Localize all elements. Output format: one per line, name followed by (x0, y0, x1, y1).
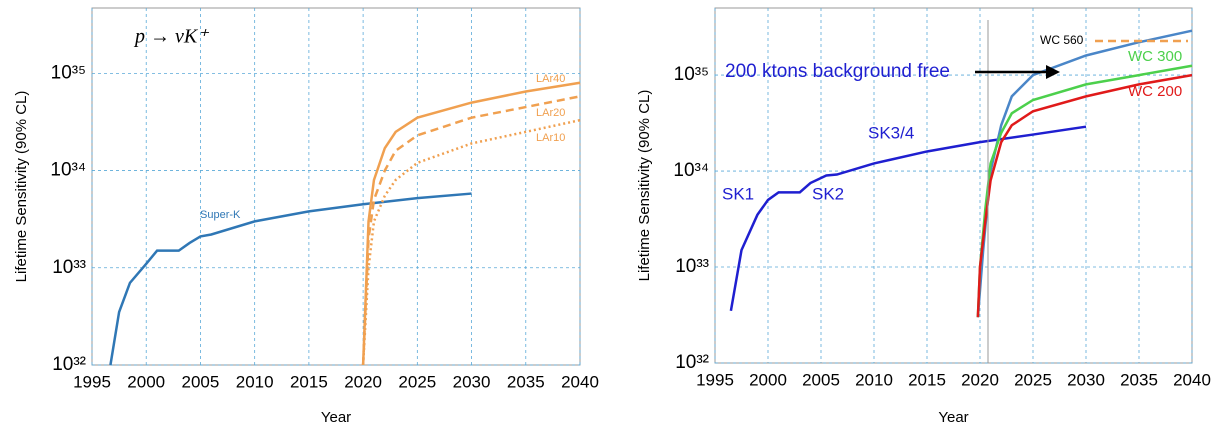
series-line (361, 81, 581, 366)
y-axis-label: Lifetime Sensitivity (90% CL) (636, 90, 653, 282)
x-tick-label: 2030 (1067, 370, 1105, 389)
series-label: LAr10 (536, 132, 565, 144)
y-tick-label: 10³² (675, 352, 709, 373)
x-tick-label: 1995 (73, 372, 111, 391)
annotation: SK2 (812, 184, 844, 203)
x-tick-label: 1995 (696, 370, 734, 389)
x-axis-label: Year (938, 409, 968, 426)
x-tick-label: 2030 (453, 372, 491, 391)
y-axis-label: Lifetime Sensitivity (90% CL) (13, 91, 30, 283)
y-tick-label: 10³⁴ (673, 160, 709, 181)
arrow-head (1046, 65, 1060, 79)
x-tick-label: 2025 (1014, 370, 1052, 389)
annotation: 200 ktons background free (725, 61, 950, 82)
x-tick-label: 2005 (182, 372, 220, 391)
annotation: SK3/4 (868, 123, 914, 142)
plot-frame (91, 7, 581, 366)
annotation: SK1 (722, 184, 754, 203)
x-tick-label: 2015 (290, 372, 328, 391)
y-tick-label: 10³³ (675, 256, 709, 277)
x-tick-label: 2000 (749, 370, 787, 389)
x-tick-label: 2010 (236, 372, 274, 391)
plot-frame (714, 7, 1193, 364)
series-label: WC 560 (1040, 33, 1084, 47)
series-label: LAr20 (536, 107, 565, 119)
x-tick-label: 2035 (1120, 370, 1158, 389)
x-tick-label: 2000 (127, 372, 165, 391)
series-line (361, 118, 581, 366)
x-tick-label: 2020 (344, 372, 382, 391)
annotation: p → νK⁺ (133, 26, 209, 48)
x-tick-label: 2025 (398, 372, 436, 391)
series-label: WC 200 (1128, 83, 1182, 100)
series-label: LAr40 (536, 73, 565, 85)
series-line (976, 73, 1193, 318)
y-tick-label: 10³⁵ (674, 64, 709, 85)
x-tick-label: 2005 (802, 370, 840, 389)
series-line (109, 192, 472, 366)
x-tick-label: 2035 (507, 372, 545, 391)
x-tick-label: 2040 (1173, 370, 1211, 389)
x-tick-label: 2010 (855, 370, 893, 389)
x-tick-label: 2040 (561, 372, 599, 391)
series-label: Super-K (200, 209, 241, 221)
series-line (976, 29, 1193, 318)
series-label: WC 300 (1128, 48, 1182, 65)
series-line (729, 125, 1087, 311)
x-tick-label: 2015 (908, 370, 946, 389)
x-axis-label: Year (321, 409, 351, 426)
y-tick-label: 10³⁵ (51, 62, 86, 83)
y-tick-label: 10³² (52, 354, 86, 375)
y-tick-label: 10³³ (52, 257, 86, 278)
y-tick-label: 10³⁴ (50, 160, 86, 181)
series-line (361, 95, 581, 366)
x-tick-label: 2020 (961, 370, 999, 389)
